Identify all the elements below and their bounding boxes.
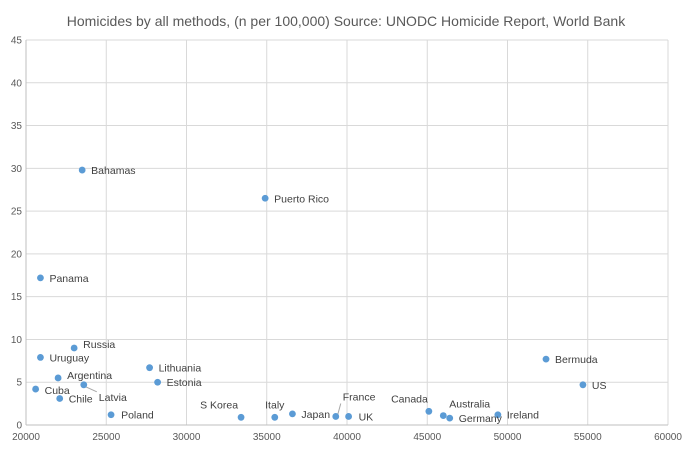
point-label: France <box>343 391 376 403</box>
data-point <box>579 381 587 389</box>
data-point <box>494 411 502 419</box>
data-point <box>446 414 454 422</box>
y-tick-label: 40 <box>11 78 23 89</box>
point-label: Bahamas <box>91 165 135 177</box>
axes: 0 5 10 15 20 25 30 35 40 45 20000 25000 30000 35000 40… <box>11 36 682 444</box>
point-label: Italy <box>265 399 285 411</box>
data-point <box>70 344 78 352</box>
data-point <box>37 274 44 282</box>
data-point <box>332 413 340 420</box>
x-tick-label: 20000 <box>12 432 40 443</box>
data-points <box>32 166 587 422</box>
data-point <box>542 355 550 363</box>
point-label: Canada <box>391 393 428 405</box>
data-point <box>78 166 86 174</box>
point-label: Poland <box>121 410 154 422</box>
point-label: Chile <box>69 393 93 405</box>
point-label: US <box>592 380 607 392</box>
x-tick-label: 55000 <box>574 432 602 443</box>
data-point <box>261 194 269 202</box>
data-point <box>237 413 245 421</box>
point-label: Estonia <box>167 377 202 389</box>
label-leader-line <box>337 403 342 415</box>
point-label: Lithuania <box>159 363 202 375</box>
x-tick-label: 50000 <box>494 432 522 443</box>
data-point <box>345 413 353 420</box>
x-tick-label: 25000 <box>92 432 120 443</box>
data-point <box>32 385 40 393</box>
gridlines <box>26 39 669 425</box>
data-point <box>107 411 115 419</box>
x-tick-label: 35000 <box>253 432 281 443</box>
data-point <box>289 410 296 418</box>
y-tick-label: 45 <box>11 36 23 47</box>
y-tick-label: 35 <box>11 121 23 132</box>
data-point <box>439 412 447 419</box>
data-point <box>56 395 64 402</box>
data-point <box>146 364 153 372</box>
point-label: Bermuda <box>555 354 598 366</box>
y-tick-label: 20 <box>11 249 23 260</box>
point-label: S Korea <box>200 399 238 411</box>
point-label: Uruguay <box>49 352 89 364</box>
point-label: UK <box>359 411 374 423</box>
data-point <box>54 374 62 382</box>
label-leader-line <box>85 386 97 393</box>
point-label: Germany <box>459 413 503 425</box>
point-label: Panama <box>49 273 88 285</box>
point-label: Argentina <box>67 370 112 382</box>
data-point <box>154 378 162 386</box>
point-label: Russia <box>83 339 115 351</box>
x-tick-label: 30000 <box>173 432 201 443</box>
y-tick-label: 15 <box>11 292 23 303</box>
point-label: Puerto Rico <box>274 193 329 205</box>
x-tick-label: 45000 <box>413 432 441 443</box>
x-tick-label: 40000 <box>333 432 361 443</box>
label-leader-lines <box>85 386 342 415</box>
y-tick-label: 10 <box>11 335 23 346</box>
data-point <box>425 407 433 415</box>
data-point <box>271 413 279 421</box>
y-tick-label: 25 <box>11 207 23 218</box>
y-tick-label: 30 <box>11 164 23 175</box>
point-label: Latvia <box>99 392 127 404</box>
y-tick-label: 0 <box>16 421 22 432</box>
point-label: Cuba <box>45 385 70 397</box>
y-tick-label: 5 <box>16 378 22 389</box>
x-tick-label: 60000 <box>654 432 682 443</box>
point-label: Japan <box>301 409 330 421</box>
point-label: Ireland <box>507 410 539 422</box>
point-label: Australia <box>449 399 490 411</box>
data-point <box>37 354 44 361</box>
data-point <box>80 381 88 389</box>
chart-title: Homicides by all methods, (n per 100,000… <box>67 13 626 29</box>
